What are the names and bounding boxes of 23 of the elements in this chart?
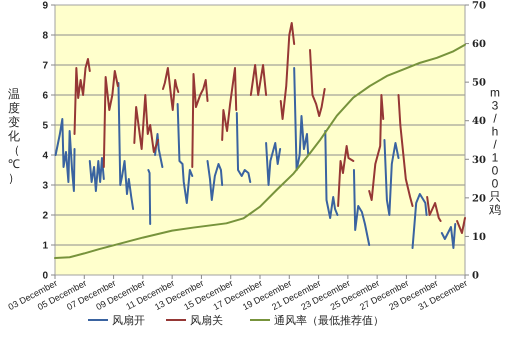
y-tick-label: 6 [42, 90, 48, 102]
legend-label: 风扇关 [190, 314, 223, 327]
y2-tick-label: 40 [472, 116, 486, 128]
y-tick-label: 2 [42, 210, 48, 222]
y2-tick-label: 10 [472, 232, 486, 243]
y-tick-label: 1 [42, 240, 48, 252]
y-tick-label: 4 [42, 150, 48, 162]
y-tick-label: 7 [42, 60, 48, 72]
y-tick-label: 9 [42, 0, 48, 12]
y2-tick-label: 0 [472, 270, 479, 282]
y-tick-label: 0 [42, 270, 48, 282]
y2-tick-label: 60 [472, 39, 486, 50]
y2-tick-label: 20 [472, 193, 486, 204]
text: m3/h/100只鸡 [489, 86, 501, 216]
y-tick-label: 8 [42, 30, 48, 42]
y-tick-label: 3 [42, 180, 48, 192]
y-tick-label: 5 [42, 120, 48, 132]
y2-tick-label: 30 [472, 154, 486, 166]
y2-tick-label: 50 [472, 78, 486, 89]
legend-label: 通风率（最低推荐值） [274, 314, 384, 327]
y2-tick-label: 70 [472, 0, 486, 12]
y-axis-title: 温度变化（℃） [8, 87, 20, 185]
legend-label: 风扇开 [112, 314, 145, 327]
